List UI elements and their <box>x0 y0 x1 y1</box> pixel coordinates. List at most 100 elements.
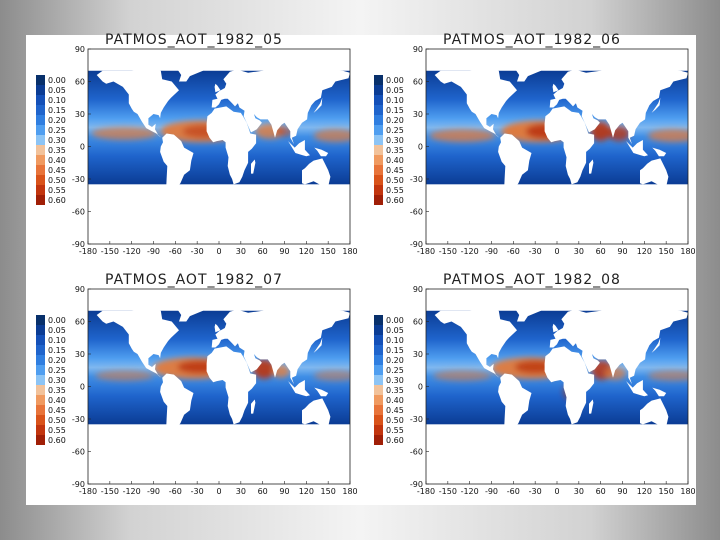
colorbar-swatch <box>36 405 45 415</box>
colorbar-swatch <box>36 325 45 335</box>
x-tick-label: 180 <box>342 247 357 256</box>
colorbar-swatch <box>36 135 45 145</box>
land-north-america <box>434 68 517 138</box>
x-tick-label: 120 <box>637 487 652 496</box>
colorbar-swatch <box>36 145 45 155</box>
x-tick-label: -30 <box>529 487 542 496</box>
y-tick-label: -90 <box>410 480 423 489</box>
colorbar-swatch <box>36 415 45 425</box>
colorbar-swatch <box>374 385 383 395</box>
x-tick-label: -60 <box>507 247 520 256</box>
colorbar-swatch <box>36 345 45 355</box>
colorbar-label: 0.05 <box>386 86 404 95</box>
colorbar-label: 0.30 <box>48 136 66 145</box>
land-antarctica <box>88 215 350 244</box>
y-tick-label: -60 <box>410 208 423 217</box>
land-uk <box>552 83 559 93</box>
colorbar-swatch <box>36 75 45 85</box>
colorbar-label: 0.55 <box>48 186 66 195</box>
x-tick-label: 30 <box>574 487 584 496</box>
y-tick-label: 60 <box>413 318 423 327</box>
y-tick-label: -30 <box>410 415 423 424</box>
map-panel-1982-05: PATMOS_AOT_1982_05 90 60 30 0 -30 -60 -90 -180 -1… <box>30 32 360 265</box>
y-tick-label: 60 <box>75 318 85 327</box>
x-tick-label: -60 <box>169 487 182 496</box>
colorbar-swatch <box>36 375 45 385</box>
map-panel-1982-08: PATMOS_AOT_1982_08 90 60 30 0 -30 -60 -90 -180 -1… <box>368 272 698 505</box>
colorbar-label: 0.35 <box>48 146 66 155</box>
land-new-zealand <box>341 425 349 437</box>
aerosol-plume <box>313 370 350 382</box>
colorbar-swatch <box>374 165 383 175</box>
x-tick-label: 90 <box>279 487 289 496</box>
colorbar-swatch <box>36 185 45 195</box>
x-tick-label: -120 <box>123 247 141 256</box>
land-africa <box>544 346 595 425</box>
land-africa <box>206 106 257 185</box>
x-tick-label: 60 <box>596 247 606 256</box>
land-madagascar <box>589 399 594 414</box>
x-tick-label: 180 <box>680 487 695 496</box>
colorbar-swatch <box>374 125 383 135</box>
colorbar-swatch <box>36 125 45 135</box>
y-tick-label: -90 <box>72 480 85 489</box>
colorbar-swatch <box>374 95 383 105</box>
x-tick-label: 90 <box>617 487 627 496</box>
colorbar-swatch <box>36 95 45 105</box>
aerosol-plume <box>95 370 154 382</box>
colorbar-swatch <box>36 425 45 435</box>
colorbar-label: 0.20 <box>386 356 404 365</box>
colorbar-swatch <box>36 155 45 165</box>
colorbar-label: 0.55 <box>386 426 404 435</box>
land-new-zealand <box>341 185 349 197</box>
colorbar-label: 0.30 <box>386 136 404 145</box>
land-eurasia <box>549 303 688 385</box>
colorbar-label: 0.45 <box>386 406 404 415</box>
x-tick-label: -120 <box>123 487 141 496</box>
colorbar-label: 0.15 <box>386 346 404 355</box>
land-uk <box>552 323 559 333</box>
y-tick-label: -90 <box>410 240 423 249</box>
y-tick-label: 60 <box>75 78 85 87</box>
colorbar-label: 0.05 <box>48 326 66 335</box>
colorbar-label: 0.10 <box>48 96 66 105</box>
land-australia <box>640 158 669 188</box>
land-south-america <box>498 133 532 207</box>
land-africa <box>544 106 595 185</box>
aerosol-plume <box>91 127 158 140</box>
y-tick-label: -30 <box>72 175 85 184</box>
colorbar-label: 0.60 <box>386 436 404 445</box>
colorbar-label: 0.05 <box>48 86 66 95</box>
land-south-america <box>160 373 194 447</box>
land-africa <box>206 346 257 425</box>
land-madagascar <box>589 159 594 174</box>
x-tick-label: -150 <box>101 487 119 496</box>
y-tick-label: -60 <box>72 448 85 457</box>
land-new-guinea <box>652 387 667 397</box>
colorbar-label: 0.55 <box>48 426 66 435</box>
land-greenland <box>506 296 543 322</box>
land-south-america <box>160 133 194 207</box>
y-tick-label: 60 <box>413 78 423 87</box>
colorbar-swatch <box>374 315 383 325</box>
x-tick-label: -180 <box>79 247 97 256</box>
colorbar-swatch <box>374 425 383 435</box>
land-antarctica <box>426 455 688 484</box>
y-tick-label: 90 <box>413 285 423 294</box>
x-tick-label: -120 <box>461 247 479 256</box>
land-japan <box>651 337 661 353</box>
colorbar-swatch <box>374 435 383 445</box>
colorbar-label: 0.40 <box>48 396 66 405</box>
y-tick-label: 0 <box>80 383 85 392</box>
colorbar-swatch <box>374 335 383 345</box>
colorbar-swatch <box>374 195 383 205</box>
colorbar-label: 0.10 <box>386 96 404 105</box>
land-japan <box>651 97 661 113</box>
x-tick-label: -150 <box>439 247 457 256</box>
x-tick-label: -30 <box>191 487 204 496</box>
colorbar-swatch <box>36 365 45 375</box>
land-uk <box>214 83 221 93</box>
colorbar-swatch <box>374 75 383 85</box>
colorbar-swatch <box>374 395 383 405</box>
